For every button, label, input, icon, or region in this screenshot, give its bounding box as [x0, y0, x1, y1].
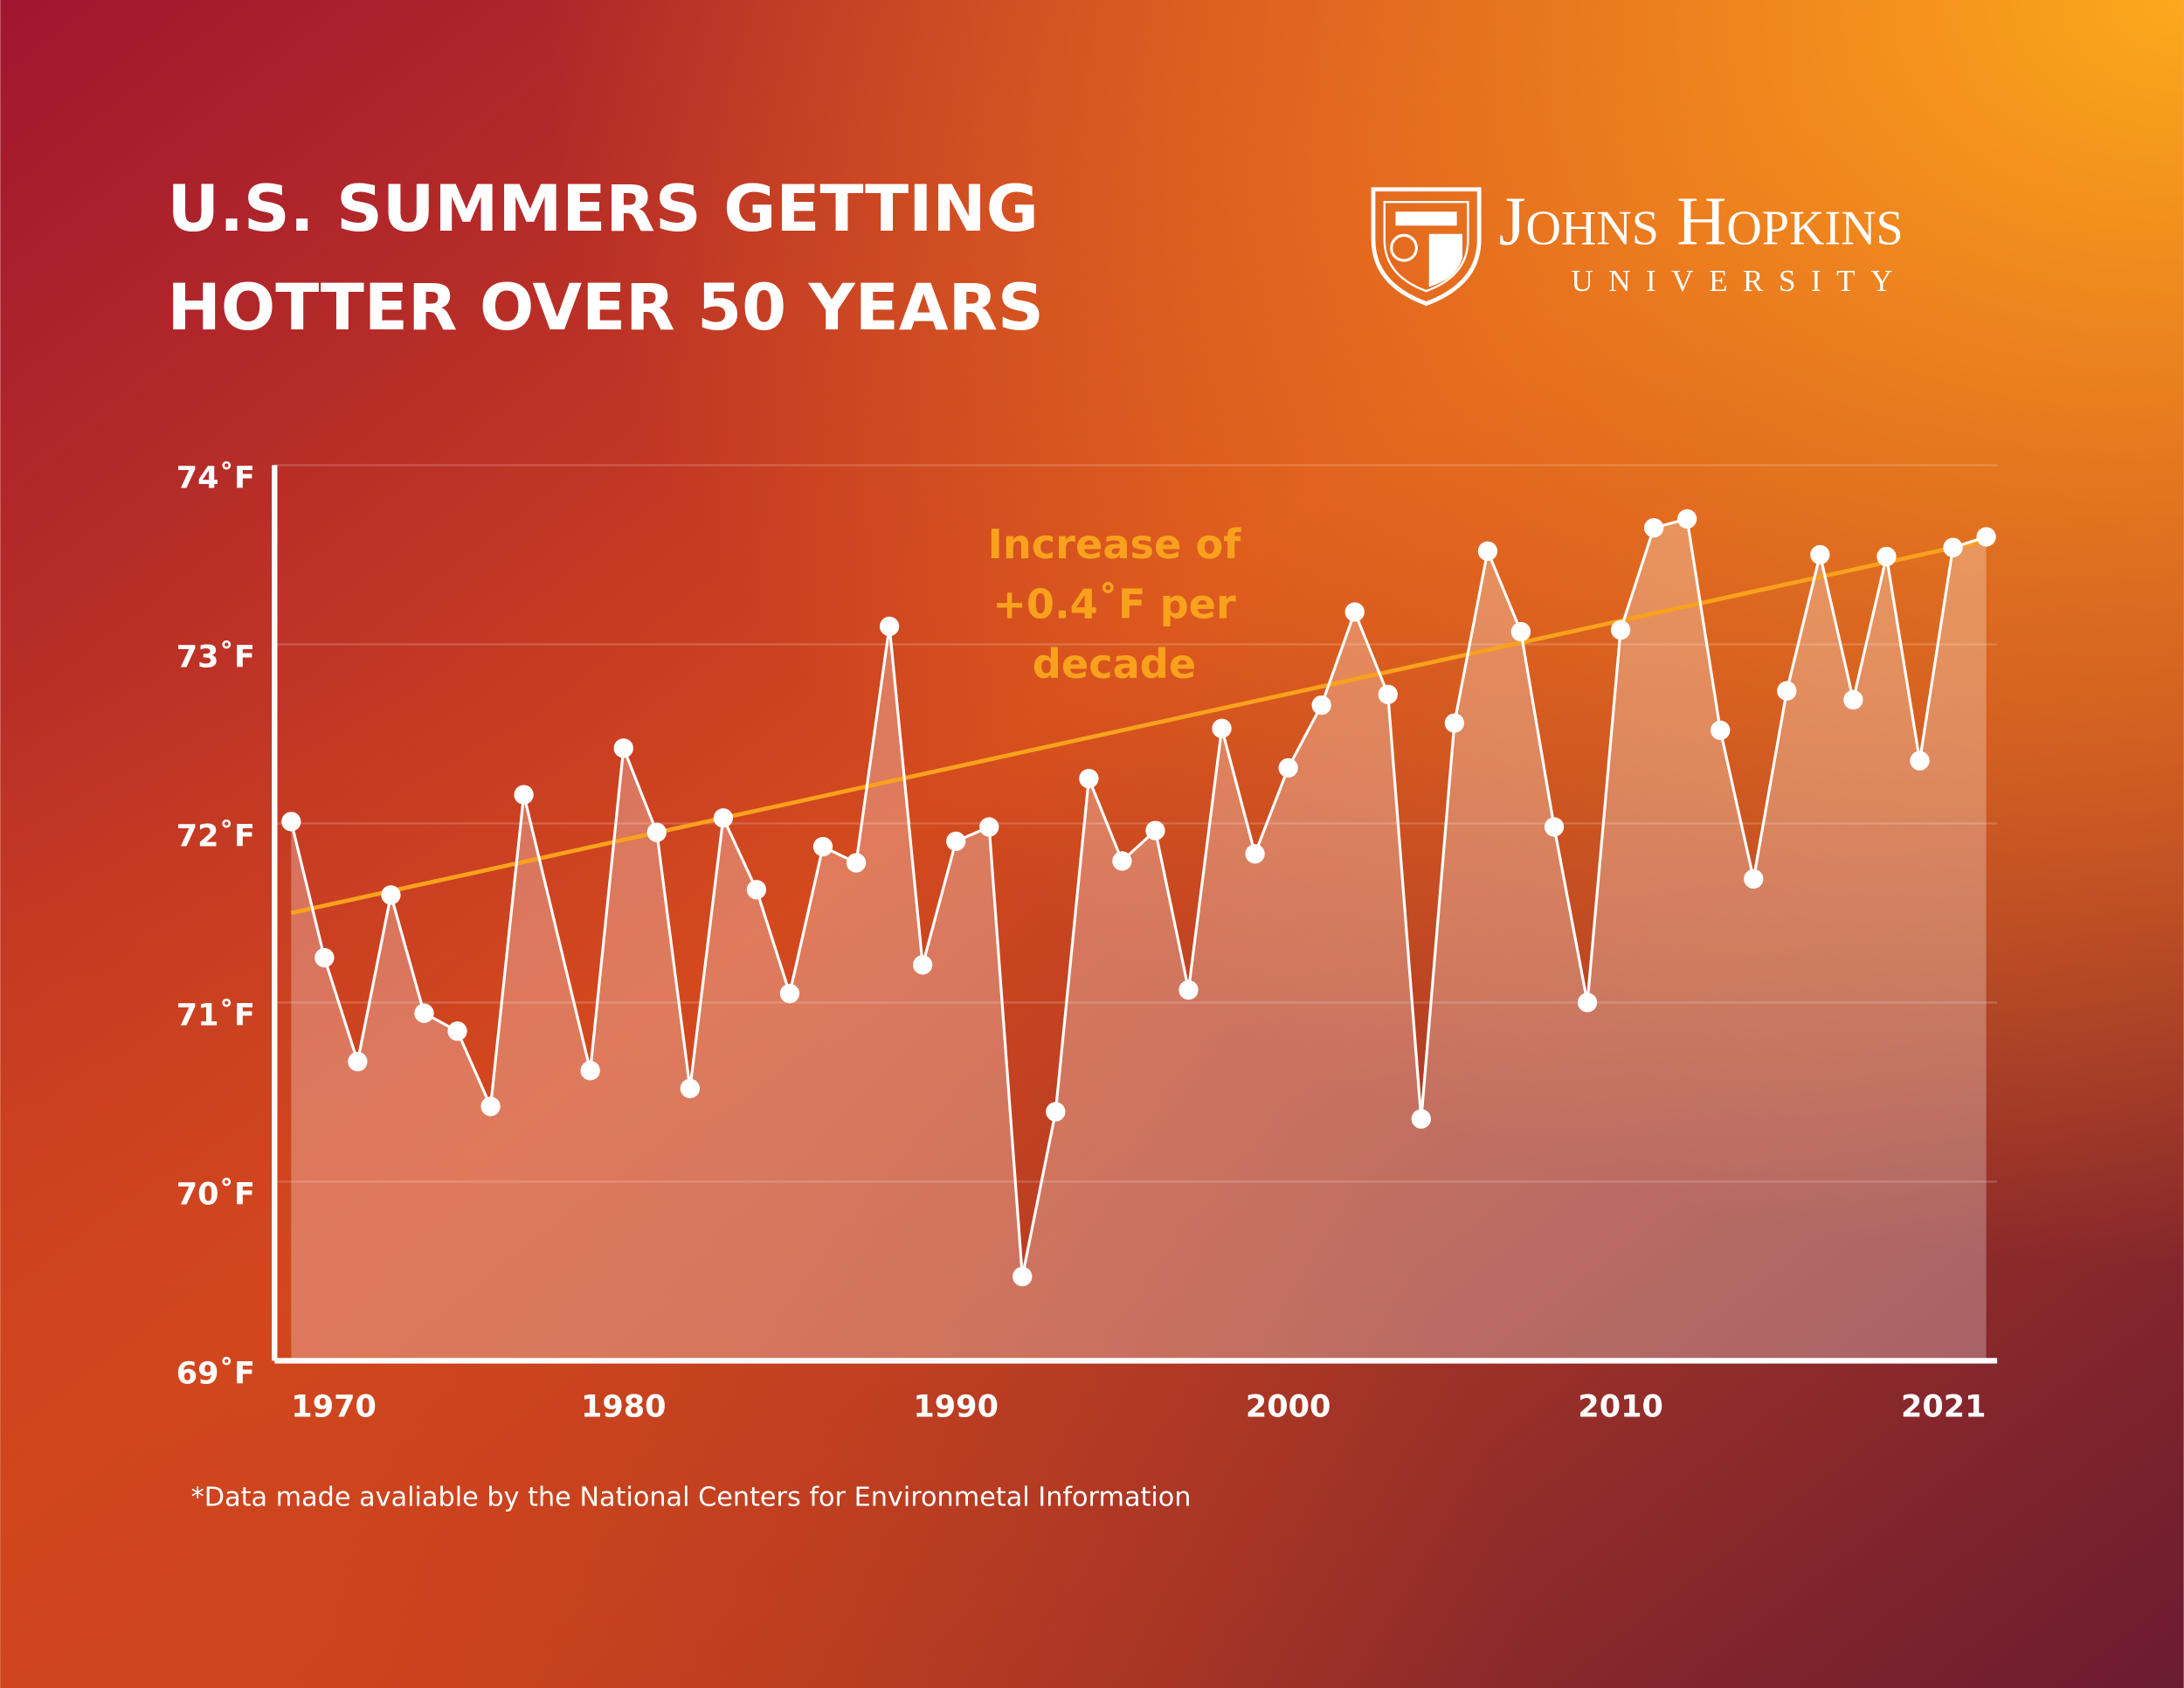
y-tick-label: 69˚F [176, 1355, 255, 1391]
point [746, 880, 767, 900]
point [1444, 713, 1465, 733]
logo-shield [1371, 187, 1482, 307]
logo-name: Johns Hopkins [1498, 183, 1903, 260]
point [1677, 508, 1697, 529]
point [1245, 844, 1265, 864]
x-tick-label: 1990 [913, 1389, 999, 1425]
x-tick-label: 2010 [1578, 1389, 1663, 1425]
point [1744, 868, 1764, 889]
point [1477, 541, 1498, 561]
point [514, 785, 534, 805]
point [1876, 546, 1897, 567]
point [613, 738, 633, 758]
logo-sub: UNIVERSITY [1571, 264, 1908, 298]
point [1212, 718, 1232, 738]
x-tick-label: 1980 [581, 1389, 667, 1425]
point [779, 983, 800, 1004]
y-tick-label: 71˚F [176, 997, 255, 1033]
point [912, 955, 933, 975]
y-tick-label: 72˚F [176, 818, 255, 854]
point [1610, 619, 1631, 640]
title-line: HOTTER OVER 50 YEARS [168, 271, 1044, 345]
annotation: Increase of [988, 521, 1242, 568]
point [1810, 544, 1830, 565]
point [1777, 681, 1797, 701]
point [414, 1003, 434, 1023]
footnote: *Data made avaliable by the National Cen… [191, 1483, 1192, 1513]
point [846, 853, 867, 873]
point [646, 822, 667, 842]
point [1943, 537, 1963, 557]
y-tick-label: 74˚F [176, 460, 255, 495]
point [1311, 695, 1331, 716]
point [348, 1051, 368, 1072]
point [447, 1021, 467, 1041]
point [580, 1061, 600, 1081]
point [1976, 527, 1996, 547]
area [291, 518, 1987, 1361]
x-tick-label: 2021 [1901, 1389, 1987, 1425]
point [680, 1078, 701, 1098]
point [1411, 1109, 1431, 1129]
point [979, 817, 999, 837]
point [1278, 758, 1298, 778]
annotation: decade [1033, 640, 1196, 688]
point [381, 885, 401, 905]
point [1711, 720, 1731, 740]
point [1046, 1102, 1066, 1122]
title-line: U.S. SUMMERS GETTING [168, 172, 1039, 246]
point [879, 616, 900, 637]
point [314, 947, 335, 968]
point [812, 836, 833, 857]
point [1577, 993, 1598, 1013]
point [1843, 689, 1863, 710]
point [1145, 820, 1165, 841]
x-tick-label: 1970 [291, 1389, 377, 1425]
point [1643, 518, 1664, 538]
y-tick-label: 73˚F [176, 639, 255, 675]
point [1344, 602, 1365, 622]
point [1378, 684, 1398, 704]
y-tick-label: 70˚F [176, 1176, 255, 1212]
point [1178, 979, 1199, 1000]
point [1910, 751, 1930, 771]
x-tick-label: 2000 [1246, 1389, 1331, 1425]
point [946, 831, 966, 852]
point [480, 1097, 501, 1117]
trend-line [290, 538, 1987, 916]
point [1013, 1266, 1033, 1287]
point [713, 808, 734, 828]
annotation: +0.4˚F per [992, 581, 1236, 628]
point [1079, 769, 1099, 789]
point [1112, 851, 1132, 871]
point [1510, 621, 1531, 642]
point [1544, 817, 1565, 837]
point [281, 812, 301, 832]
